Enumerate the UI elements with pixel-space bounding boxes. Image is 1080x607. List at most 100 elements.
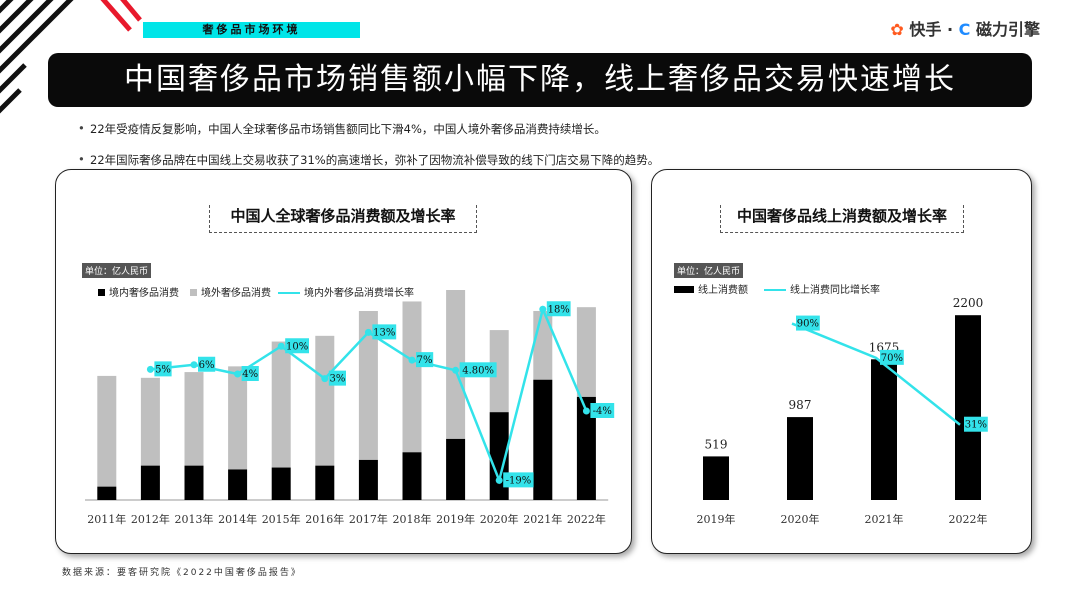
legend-label-overseas: 境外奢侈品消费: [201, 288, 271, 299]
growth-point: [190, 361, 198, 369]
online-growth-label: 70%: [881, 353, 903, 364]
growth-label-bg: [459, 362, 497, 378]
x-tick-label: 2022年: [949, 512, 988, 526]
growth-point: [364, 328, 372, 336]
x-tick-label: 2013年: [175, 512, 214, 526]
x-tick-label: 2012年: [131, 512, 170, 526]
legend-swatch-black: [98, 289, 105, 296]
growth-label: 5%: [155, 364, 171, 375]
bar-overseas: [315, 335, 335, 466]
bar-online-sales: [955, 315, 981, 500]
x-tick-label: 2019年: [697, 512, 736, 526]
bar-domestic: [271, 467, 291, 500]
bar-overseas: [489, 330, 509, 413]
growth-point: [321, 375, 329, 383]
growth-label: 3%: [329, 374, 345, 385]
bar-overseas: [446, 290, 466, 439]
legend-item-domestic: 境内奢侈品消费: [98, 284, 179, 299]
x-tick-label: 2021年: [865, 512, 904, 526]
bar-domestic: [184, 465, 204, 500]
brand-cili: 磁力引擎: [975, 20, 1040, 39]
growth-label: 10%: [286, 341, 308, 352]
bar-overseas: [358, 311, 378, 460]
growth-label-bg: [372, 324, 397, 340]
bar-domestic: [576, 396, 596, 500]
x-tick-label: 2017年: [349, 512, 388, 526]
growth-label-bg: [154, 361, 172, 377]
growth-point: [146, 365, 154, 373]
x-tick-label: 2014年: [218, 512, 257, 526]
growth-label: -4%: [593, 406, 612, 417]
brand-kuaishou: 快手: [909, 20, 942, 39]
growth-point: [277, 342, 285, 350]
legend-swatch-gray: [190, 289, 197, 296]
online-growth-label: 31%: [965, 420, 987, 431]
x-tick-label: 2021年: [523, 512, 562, 526]
cili-logo-icon: C: [958, 20, 971, 39]
legend-item-overseas: 境外奢侈品消费: [190, 284, 271, 299]
chart-panel-global: 中国人全球奢侈品消费额及增长率 单位：亿人民币 境内奢侈品消费 境外奢侈品消费 …: [55, 169, 632, 554]
legend-line-online-cyan: [764, 289, 786, 291]
bar-overseas: [140, 377, 160, 466]
legend-line-cyan: [278, 292, 300, 294]
bullet-1: 22年受疫情反复影响，中国人全球奢侈品市场销售额同比下滑4%，中国人境外奢侈品消…: [78, 121, 606, 137]
bar-domestic: [446, 438, 466, 500]
x-tick-label: 2022年: [567, 512, 606, 526]
chart-global-svg: 2011年 2012年 2013年 2014年 2015年 2016年 2017年 2018年…: [85, 290, 615, 526]
bar-online-sales: [703, 456, 729, 500]
page-title: 中国奢侈品市场销售额小幅下降，线上奢侈品交易快速增长: [124, 62, 956, 97]
growth-point: [582, 407, 590, 415]
online-growth-line: [791, 322, 961, 426]
legend-label-online-growth: 线上消费同比增长率: [790, 285, 880, 296]
x-tick-label: 2015年: [262, 512, 301, 526]
bar-overseas: [402, 301, 422, 453]
chart-panel-online: 中国奢侈品线上消费额及增长率 单位：亿人民币 线上消费额 线上消费同比增长率 5…: [651, 169, 1032, 554]
growth-label-bg: [198, 356, 216, 372]
growth-point: [408, 356, 416, 364]
growth-label-bg: [503, 472, 534, 488]
title-bar: [48, 53, 1032, 107]
bar-overseas: [576, 307, 596, 397]
bar-domestic: [358, 459, 378, 500]
growth-label: 6%: [199, 360, 215, 371]
legend-item-online-sales: 线上消费额: [674, 281, 748, 296]
legend-label-online-sales: 线上消费额: [698, 285, 748, 296]
bar-online-sales: [787, 417, 813, 500]
growth-point: [539, 305, 547, 313]
growth-point: [452, 366, 460, 374]
growth-label: 7%: [417, 355, 433, 366]
bullet-2: 22年国际奢侈品牌在中国线上交易收获了31%的高速增长，弥补了因物流补偿导致的线…: [78, 152, 659, 168]
growth-label: 4%: [242, 369, 258, 380]
chart-title-global: 中国人全球奢侈品消费额及增长率: [209, 205, 477, 233]
growth-label: 18%: [548, 304, 570, 315]
bar-overseas: [271, 341, 291, 468]
growth-point: [495, 476, 503, 484]
bar-domestic: [97, 486, 117, 500]
growth-label-bg: [328, 370, 346, 386]
bar-overseas: [533, 311, 553, 380]
bar-online-sales: [871, 359, 897, 500]
legend-label-domestic: 境内奢侈品消费: [109, 288, 179, 299]
growth-label: -19%: [506, 475, 532, 486]
growth-label-bg: [241, 366, 259, 381]
online-growth-label-bg: [796, 315, 820, 331]
x-tick-label: 2020年: [781, 512, 820, 526]
bar-overseas: [228, 366, 248, 470]
x-tick-label: 2020年: [480, 512, 519, 526]
online-growth-label: 90%: [797, 319, 819, 330]
legend-item-growth: 境内外奢侈品消费增长率: [278, 284, 414, 299]
bar-domestic: [402, 452, 422, 500]
decorative-stripes: [0, 0, 142, 114]
chart-title-online: 中国奢侈品线上消费额及增长率: [720, 205, 964, 233]
growth-label: 4.80%: [462, 365, 494, 376]
brand-logos: ✿ 快手 · C 磁力引擎: [890, 16, 1040, 40]
bar-value-label: 987: [789, 398, 812, 412]
brand-dot: ·: [947, 20, 954, 39]
legend-item-online-growth: 线上消费同比增长率: [764, 281, 880, 296]
bar-domestic: [228, 469, 248, 500]
bar-domestic: [533, 379, 553, 500]
bar-overseas: [184, 372, 204, 466]
growth-point: [234, 370, 242, 378]
x-tick-label: 2016年: [305, 512, 344, 526]
growth-label-bg: [546, 301, 571, 317]
